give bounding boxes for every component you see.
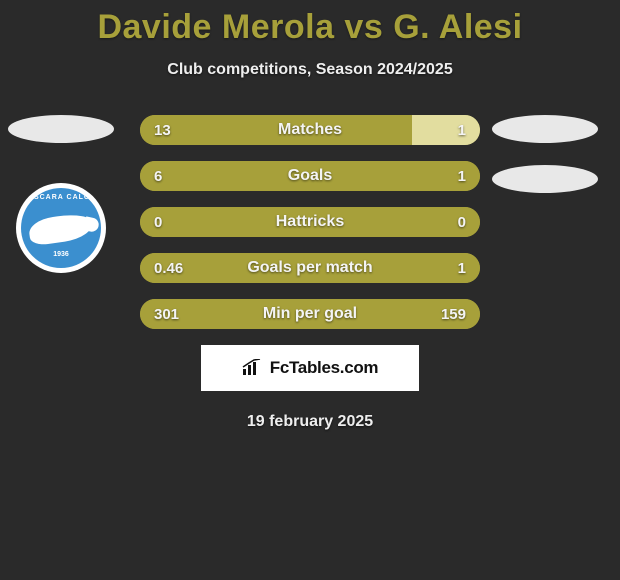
badge-top-text: PESCARA CALCIO [21, 194, 101, 201]
stat-label: Goals [140, 167, 480, 185]
infographic-container: Davide Merola vs G. Alesi Club competiti… [0, 0, 620, 431]
stat-right-value: 0 [458, 214, 466, 231]
stat-label: Goals per match [140, 259, 480, 277]
stat-label: Hattricks [140, 213, 480, 231]
page-title: Davide Merola vs G. Alesi [0, 0, 620, 47]
stat-rows: 13Matches1 6Goals1 0Hattricks0 0.46Goals pe… [140, 115, 480, 329]
stat-right-value: 1 [458, 168, 466, 185]
source-logo-text: FcTables.com [270, 358, 379, 378]
stat-label: Matches [140, 121, 480, 139]
page-subtitle: Club competitions, Season 2024/2025 [0, 61, 620, 79]
stat-row: 0Hattricks0 [140, 207, 480, 237]
stat-label: Min per goal [140, 305, 480, 323]
club-left-badge: PESCARA CALCIO 1936 [16, 183, 106, 273]
bar-chart-icon [242, 359, 264, 377]
stat-row: 0.46Goals per match1 [140, 253, 480, 283]
player-right-placeholder [492, 115, 598, 143]
stat-right-value: 1 [458, 260, 466, 277]
source-logo-box: FcTables.com [201, 345, 419, 391]
badge-outer-ring: PESCARA CALCIO 1936 [16, 183, 106, 273]
stat-row: 6Goals1 [140, 161, 480, 191]
footer-date: 19 february 2025 [0, 413, 620, 431]
stat-right-value: 159 [441, 306, 466, 323]
stat-right-value: 1 [458, 122, 466, 139]
dolphin-icon [28, 212, 95, 247]
badge-inner-disc: PESCARA CALCIO 1936 [21, 188, 101, 268]
stat-row: 13Matches1 [140, 115, 480, 145]
stat-row: 301Min per goal159 [140, 299, 480, 329]
badge-bottom-text: 1936 [21, 251, 101, 258]
player-left-placeholder [8, 115, 114, 143]
club-right-placeholder [492, 165, 598, 193]
stats-block: PESCARA CALCIO 1936 13Matches1 6Goals1 0Ha… [0, 115, 620, 329]
